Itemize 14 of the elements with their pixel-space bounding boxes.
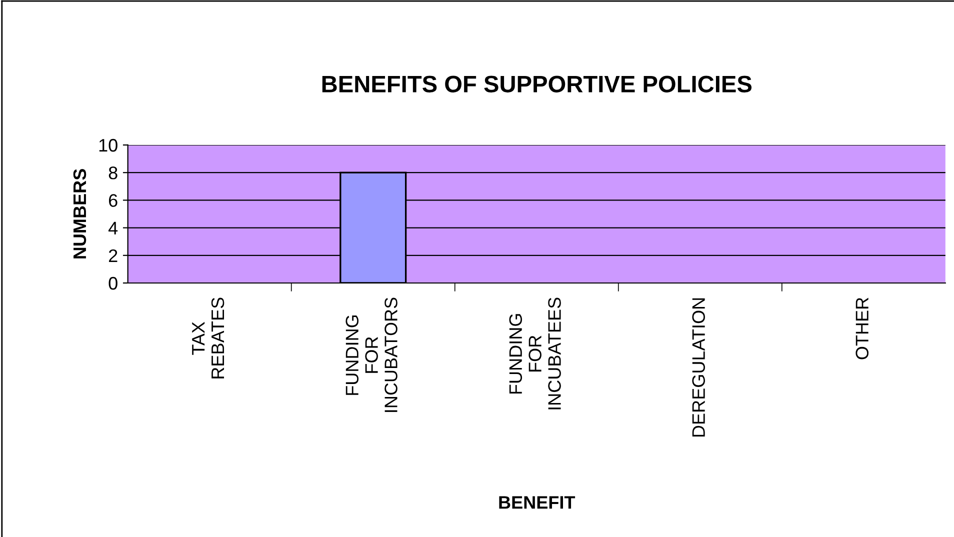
x-axis-title: BENEFIT <box>499 496 576 509</box>
chart-title: BENEFITS OF SUPPORTIVE POLICIES <box>322 76 752 92</box>
y-tick-label: 10 <box>99 138 118 152</box>
x-tick-label: TAX REBATES <box>192 298 224 378</box>
y-axis-title: NUMBERS <box>73 169 86 258</box>
x-tick-label: DEREGULATION <box>692 298 705 437</box>
y-tick-label: 8 <box>108 166 118 180</box>
y-tick-label: 2 <box>108 249 118 262</box>
y-tick-label: 0 <box>108 276 118 290</box>
y-tick-label: 6 <box>108 194 118 207</box>
x-tick-label: FUNDING FOR INCUBATORS <box>346 298 398 412</box>
x-tick-label: FUNDING FOR INCUBATEES <box>509 298 561 410</box>
y-tick-label: 4 <box>108 222 118 234</box>
x-tick-label: OTHER <box>856 298 869 360</box>
